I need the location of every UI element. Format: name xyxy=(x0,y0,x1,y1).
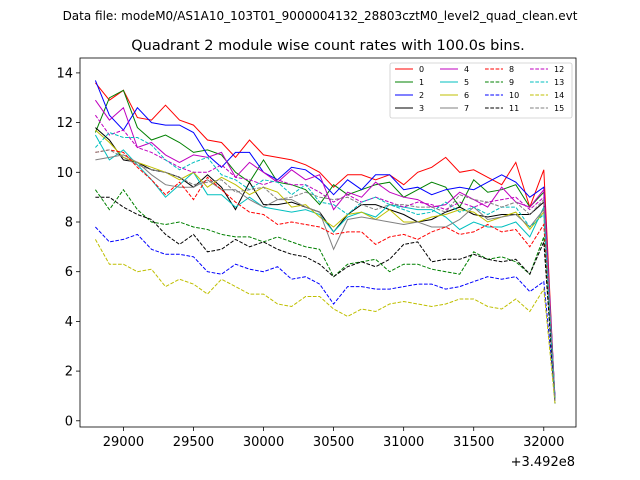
series-line-3 xyxy=(95,127,556,401)
x-tick-label: 31000 xyxy=(383,435,424,450)
legend-label-15: 15 xyxy=(554,104,564,113)
legend-label-5: 5 xyxy=(464,78,469,87)
y-tick-label: 6 xyxy=(65,265,73,280)
legend-label-12: 12 xyxy=(554,65,564,74)
legend-label-13: 13 xyxy=(554,78,564,87)
x-tick-label: 29000 xyxy=(103,435,144,450)
plot-area: 29000 29500 30000 30500 31000 31500 32000 0 2 4 6… xyxy=(56,57,577,470)
y-tick-label: 4 xyxy=(65,315,73,330)
series-line-14 xyxy=(94,239,556,404)
x-tick-label: 30500 xyxy=(313,435,354,450)
legend-label-7: 7 xyxy=(464,104,469,113)
series-line-10 xyxy=(95,226,556,396)
series-line-12 xyxy=(94,114,556,401)
series-line-0 xyxy=(95,82,556,401)
x-offset-label: +3.492e8 xyxy=(511,455,575,470)
x-tick-label: 30000 xyxy=(243,435,284,450)
y-axis: 0 2 4 6 8 10 12 14 xyxy=(56,66,80,429)
series-line-15 xyxy=(95,149,556,401)
legend-label-3: 3 xyxy=(419,104,424,113)
axes-frame xyxy=(79,57,577,428)
y-tick-label: 8 xyxy=(65,216,73,231)
y-tick-label: 0 xyxy=(65,414,73,429)
series-line-11 xyxy=(95,196,556,401)
legend-label-2: 2 xyxy=(419,91,424,100)
series-line-13 xyxy=(95,131,556,401)
y-tick-label: 2 xyxy=(65,365,73,380)
legend-box xyxy=(389,62,573,119)
legend-label-0: 0 xyxy=(419,65,424,74)
legend-label-6: 6 xyxy=(464,91,469,100)
legend-label-8: 8 xyxy=(509,65,514,74)
series-line-7 xyxy=(95,154,556,401)
legend-label-14: 14 xyxy=(554,91,564,100)
series-line-2 xyxy=(94,80,556,399)
legend-label-4: 4 xyxy=(464,65,469,74)
series-line-1 xyxy=(94,89,556,401)
series-line-9 xyxy=(94,188,556,404)
series-line-8 xyxy=(95,149,556,404)
legend-label-9: 9 xyxy=(509,78,514,87)
x-tick-label: 32000 xyxy=(523,435,564,450)
y-tick-label: 12 xyxy=(56,116,73,131)
series-line-5 xyxy=(94,134,556,399)
series-line-4 xyxy=(94,99,556,399)
legend-label-1: 1 xyxy=(419,78,424,87)
suptitle: Data file: modeM0/AS1A10_103T01_90000041… xyxy=(63,9,578,23)
y-tick-label: 10 xyxy=(56,166,73,181)
y-tick-label: 14 xyxy=(56,66,73,81)
series-layer xyxy=(94,80,556,404)
x-tick-label: 31500 xyxy=(453,435,494,450)
legend-label-11: 11 xyxy=(509,104,519,113)
legend-label-10: 10 xyxy=(509,91,519,100)
x-tick-label: 29500 xyxy=(173,435,214,450)
x-axis: 29000 29500 30000 30500 31000 31500 32000 xyxy=(103,427,564,450)
series-line-6 xyxy=(95,129,556,399)
chart-title: Quadrant 2 module wise count rates with … xyxy=(131,38,525,54)
